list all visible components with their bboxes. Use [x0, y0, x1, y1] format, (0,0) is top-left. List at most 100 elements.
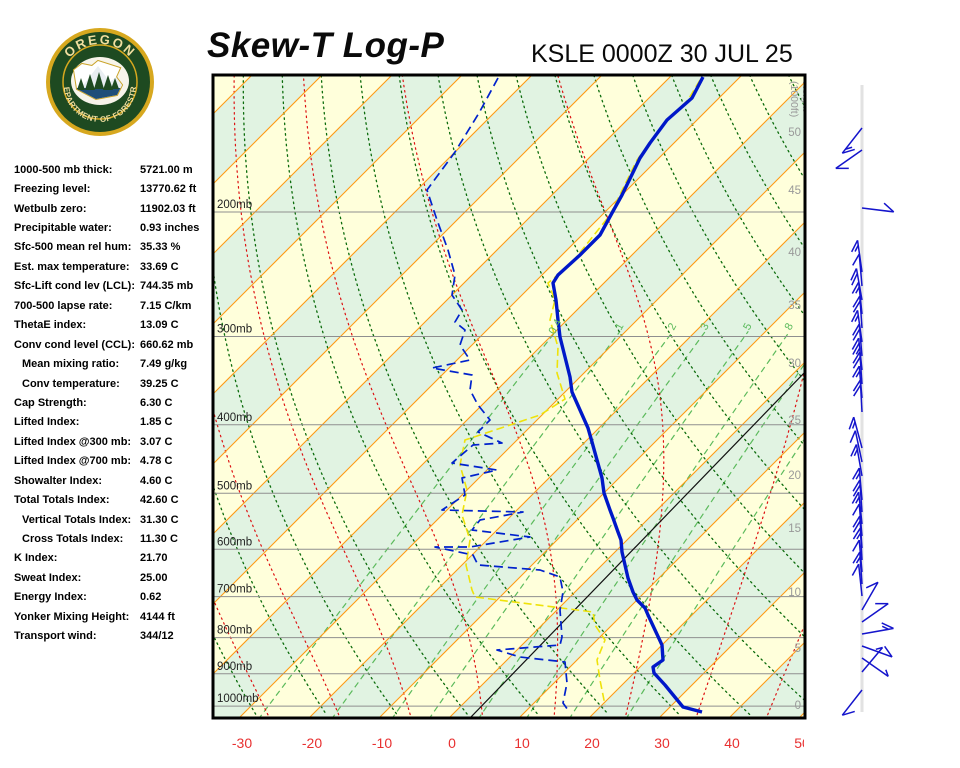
logo-inner-ring: [62, 44, 138, 120]
wind-barb: [861, 202, 895, 213]
svg-text:30: 30: [654, 735, 670, 751]
index-label: Sfc-500 mean rel hum:: [14, 241, 132, 254]
index-row: Freezing level: 13770.62 ft: [14, 179, 214, 198]
index-label: Mean mixing ratio:: [22, 358, 120, 371]
wind-barb: [852, 351, 863, 385]
mixing-ratio-labels: 0.4 1 2 3 5 8: [547, 317, 796, 336]
svg-text:Height: Height: [800, 81, 812, 111]
index-label: Energy Index:: [14, 591, 87, 604]
index-label: Freezing level:: [14, 183, 91, 196]
wind-barb: [861, 581, 879, 611]
index-value: 0.62: [140, 591, 162, 604]
svg-text:10: 10: [514, 735, 530, 751]
temp-axis-labels: -30 -20 -10 0 10 20 30 40 50: [232, 735, 810, 751]
chart-frame: [211, 73, 807, 720]
wind-barb: [861, 646, 884, 673]
index-label: Total Totals Index:: [14, 494, 110, 507]
index-row: Conv temperature: 39.25 C: [14, 374, 214, 393]
svg-text:600mb: 600mb: [217, 536, 252, 548]
index-row: Sfc-500 mean rel hum: 35.33 %: [14, 238, 214, 257]
odf-logo: OREGON DEPARTMENT OF FORESTRY: [44, 26, 154, 136]
index-row: Total Totals Index: 42.60 C: [14, 490, 214, 509]
index-label: Sweat Index:: [14, 571, 82, 584]
wind-barb: [851, 491, 863, 525]
wind-barb: [861, 622, 894, 635]
svg-text:1: 1: [613, 321, 626, 332]
index-row: Mean mixing ratio: 7.49 g/kg: [14, 354, 214, 373]
index-row: Cap Strength: 6.30 C: [14, 393, 214, 412]
svg-text:0: 0: [448, 735, 456, 751]
logo-forest-scene: [74, 61, 122, 99]
svg-text:20: 20: [584, 735, 600, 751]
index-row: 1000-500 mb thick: 5721.00 m: [14, 160, 214, 179]
svg-text:20: 20: [788, 470, 801, 482]
index-value: 744.35 mb: [140, 280, 194, 293]
wind-barb: [852, 379, 863, 413]
wind-barb: [852, 479, 863, 513]
svg-text:2: 2: [666, 321, 679, 332]
index-label: 700-500 lapse rate:: [14, 299, 113, 312]
wind-barb: [850, 444, 863, 477]
isotherms: [213, 75, 805, 718]
svg-text:5: 5: [795, 643, 801, 655]
svg-text:50: 50: [794, 735, 810, 751]
sounding-indices-panel: 1000-500 mb thick: 5721.00 m Freezing leve…: [14, 160, 214, 646]
svg-text:3: 3: [698, 321, 711, 332]
wind-barb: [852, 323, 863, 357]
wind-barb: [861, 657, 889, 677]
index-value: 7.49 g/kg: [140, 358, 188, 371]
svg-text:-30: -30: [232, 735, 252, 751]
svg-text:40: 40: [724, 735, 740, 751]
chart-area: 200mb 300mb 400mb 500mb 600mb 700mb 800mb 900mb…: [211, 73, 812, 720]
wind-barb: [852, 253, 863, 287]
svg-text:500mb: 500mb: [217, 480, 252, 492]
svg-text:5: 5: [741, 321, 754, 332]
svg-text:35: 35: [788, 300, 801, 312]
index-value: 11902.03 ft: [140, 202, 196, 215]
index-label: Conv cond level (CCL):: [14, 338, 136, 351]
index-value: 4.60 C: [140, 474, 173, 487]
index-value: 39.25 C: [140, 377, 179, 390]
svg-text:300mb: 300mb: [217, 323, 252, 335]
pressure-labels: 200mb 300mb 400mb 500mb 600mb 700mb 800mb 900mb…: [217, 199, 259, 705]
svg-text:40: 40: [788, 247, 801, 259]
wind-barb: [852, 527, 863, 561]
temperature-trace: [551, 76, 705, 714]
index-row: Energy Index: 0.62: [14, 588, 214, 607]
index-value: 33.69 C: [140, 260, 179, 273]
index-row: Lifted Index: 1.85 C: [14, 413, 214, 432]
index-value: 11.30 C: [140, 533, 178, 546]
index-value: 3.07 C: [140, 435, 173, 448]
svg-text:1000mb: 1000mb: [217, 693, 259, 705]
index-row: Precipitable water: 0.93 inches: [14, 218, 214, 237]
svg-text:-20: -20: [302, 735, 322, 751]
index-value: 13.09 C: [140, 319, 179, 332]
dewpoint-trace: [426, 77, 569, 711]
index-row: Cross Totals Index: 11.30 C: [14, 529, 214, 548]
index-value: 4.78 C: [140, 455, 173, 468]
index-row: Wetbulb zero: 11902.03 ft: [14, 199, 214, 218]
index-row: 700-500 lapse rate: 7.15 C/km: [14, 296, 214, 315]
index-label: Showalter Index:: [14, 474, 103, 487]
index-row: Lifted Index @300 mb: 3.07 C: [14, 432, 214, 451]
wind-barb: [851, 563, 863, 597]
index-row: Transport wind: 344/12: [14, 627, 214, 646]
svg-text:25: 25: [788, 415, 801, 427]
index-value: 344/12: [140, 630, 174, 643]
index-row: K Index: 21.70: [14, 549, 214, 568]
index-row: Showalter Index: 4.60 C: [14, 471, 214, 490]
index-value: 4144 ft: [140, 610, 175, 623]
svg-text:-10: -10: [372, 735, 392, 751]
wind-barb: [852, 295, 863, 329]
svg-text:400mb: 400mb: [217, 412, 252, 424]
index-row: Est. max temperature: 33.69 C: [14, 257, 214, 276]
index-value: 5721.00 m: [140, 163, 193, 176]
index-value: 660.62 mb: [140, 338, 194, 351]
station-datetime: KSLE 0000Z 30 JUL 25: [531, 40, 793, 68]
index-label: Yonker Mixing Height:: [14, 610, 130, 623]
wind-barb: [841, 127, 863, 154]
index-label: 1000-500 mb thick:: [14, 163, 113, 176]
index-value: 6.30 C: [140, 396, 173, 409]
